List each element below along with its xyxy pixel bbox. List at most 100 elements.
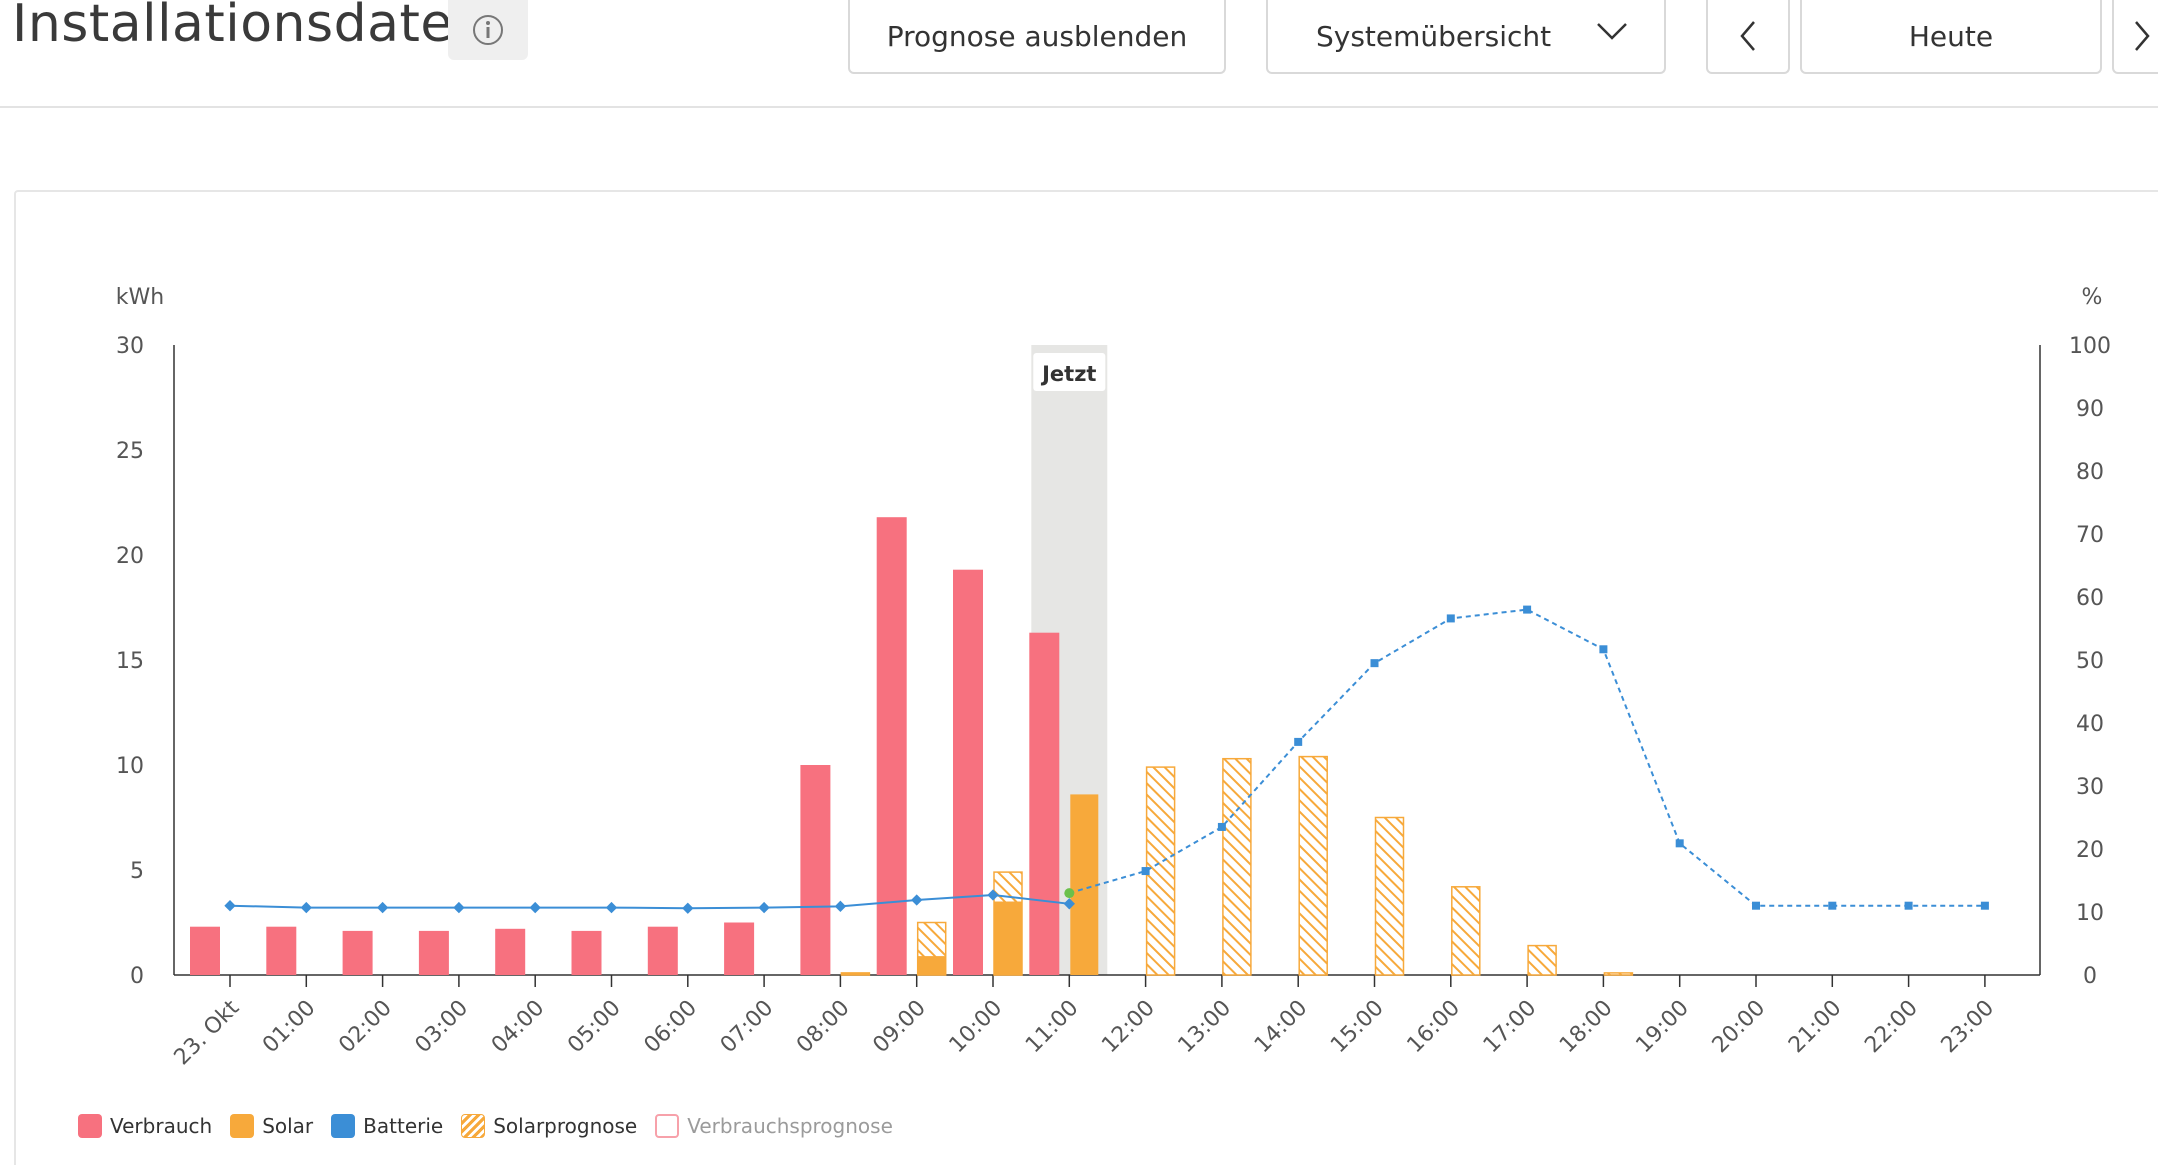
y-left-tick-label: 30 — [116, 334, 144, 359]
x-tick-label: 23. Okt — [170, 995, 245, 1070]
now-label-box — [1033, 353, 1106, 391]
battery-point — [987, 889, 999, 901]
battery-point — [834, 900, 847, 912]
next-day-button[interactable] — [2112, 0, 2158, 74]
y-left-tick-label: 0 — [130, 964, 144, 989]
legend-swatch — [331, 1114, 356, 1138]
battery-forecast-point — [1523, 605, 1532, 614]
x-tick-label: 02:00 — [334, 996, 397, 1059]
battery-forecast-point — [1599, 645, 1608, 654]
battery-point — [376, 901, 389, 914]
x-tick-label: 07:00 — [716, 996, 779, 1059]
view-select[interactable]: Systemübersicht — [1266, 0, 1666, 74]
page-title: Installationsdaten — [12, 0, 487, 54]
info-icon — [473, 15, 503, 45]
battery-point — [529, 901, 541, 914]
battery-point — [300, 901, 312, 914]
previous-day-button[interactable] — [1706, 0, 1790, 74]
info-button[interactable] — [448, 0, 528, 60]
x-tick-label: 14:00 — [1250, 996, 1313, 1059]
legend-item[interactable]: Verbrauchsprognose — [655, 1114, 893, 1138]
y-left-tick-label: 20 — [116, 544, 144, 569]
solar-bar — [841, 972, 870, 975]
battery-forecast-point — [1217, 822, 1226, 831]
y-axis-right-unit: % — [2082, 285, 2103, 310]
consumption-bar — [495, 928, 526, 975]
solar-forecast-bar — [1222, 757, 1252, 976]
chevron-right-icon — [2135, 21, 2150, 51]
solar-forecast-bar — [1527, 944, 1557, 976]
x-tick-label: 08:00 — [792, 996, 855, 1059]
today-label: Heute — [1908, 19, 1994, 53]
hide-forecast-button[interactable]: Prognose ausblenden — [848, 0, 1226, 74]
battery-forecast-point — [1904, 901, 1913, 910]
battery-point — [911, 894, 923, 906]
solar-forecast-bar — [1374, 816, 1405, 976]
legend-label: Verbrauch — [110, 1114, 213, 1138]
x-tick-label: 22:00 — [1860, 996, 1923, 1059]
battery-line — [229, 893, 1070, 910]
battery-forecast-point — [1752, 901, 1760, 910]
y-right-tick-label: 0 — [2083, 964, 2097, 989]
now-label: Jetzt — [1040, 362, 1096, 386]
consumption-bar — [418, 930, 449, 975]
battery-forecast-point — [1294, 737, 1303, 746]
battery-forecast-point — [1675, 839, 1684, 848]
y-right-tick-label: 40 — [2076, 712, 2104, 737]
x-tick-label: 01:00 — [258, 996, 321, 1059]
y-right-tick-label: 70 — [2076, 523, 2104, 548]
x-tick-label: 21:00 — [1784, 996, 1847, 1059]
legend-label: Solar — [262, 1114, 314, 1138]
y-left-tick-label: 5 — [130, 859, 144, 884]
y-left-tick-label: 10 — [116, 754, 144, 779]
y-right-tick-label: 20 — [2076, 838, 2104, 863]
y-left-tick-label: 15 — [116, 649, 144, 674]
y-right-tick-label: 60 — [2076, 586, 2104, 611]
x-tick-label: 06:00 — [640, 996, 703, 1059]
x-tick-label: 03:00 — [411, 996, 474, 1059]
legend-label: Batterie — [363, 1114, 444, 1138]
legend-swatch — [655, 1114, 680, 1138]
solar-bar — [994, 901, 1022, 975]
solar-forecast-bar — [1451, 886, 1481, 976]
legend-item[interactable]: Solar — [230, 1114, 313, 1138]
consumption-bar — [876, 517, 907, 975]
chevron-down-icon — [1597, 23, 1627, 40]
consumption-bar — [342, 930, 373, 975]
x-tick-label: 04:00 — [487, 996, 550, 1059]
x-tick-label: 16:00 — [1403, 996, 1466, 1059]
y-right-tick-label: 30 — [2076, 775, 2104, 800]
y-right-tick-label: 80 — [2076, 460, 2104, 485]
hide-forecast-label: Prognose ausblenden — [886, 19, 1188, 53]
battery-point — [758, 901, 770, 914]
x-tick-label: 05:00 — [563, 996, 626, 1059]
y-right-tick-label: 50 — [2076, 649, 2104, 674]
x-tick-label: 11:00 — [1021, 996, 1084, 1059]
consumption-bar — [266, 926, 297, 975]
legend-item[interactable]: Verbrauch — [78, 1114, 212, 1138]
legend-swatch — [78, 1114, 102, 1138]
x-tick-label: 18:00 — [1555, 996, 1618, 1059]
today-button[interactable]: Heute — [1800, 0, 2102, 74]
legend-item[interactable]: Solarprognose — [461, 1114, 637, 1138]
legend-swatch — [461, 1114, 486, 1138]
battery-point — [682, 902, 694, 914]
consumption-bar — [1029, 632, 1060, 975]
consumption-bar — [800, 765, 831, 975]
consumption-bar — [571, 930, 602, 975]
view-select-value: Systemübersicht — [1316, 19, 1552, 53]
consumption-bar — [647, 926, 678, 975]
x-tick-label: 20:00 — [1708, 996, 1771, 1059]
battery-forecast-line — [1069, 608, 1985, 907]
battery-forecast-point — [1370, 659, 1379, 668]
y-left-tick-label: 25 — [116, 439, 144, 464]
y-right-tick-label: 90 — [2076, 397, 2104, 422]
consumption-bar — [724, 922, 755, 975]
x-tick-label: 15:00 — [1326, 996, 1389, 1059]
solar-forecast-bar — [1298, 755, 1328, 976]
legend-item[interactable]: Batterie — [331, 1114, 443, 1138]
chart-legend: Verbrauch Solar Batterie Solarprognose Verbr… — [78, 1114, 911, 1138]
x-tick-label: 09:00 — [868, 996, 931, 1059]
y-right-tick-label: 100 — [2069, 334, 2111, 359]
battery-forecast-point — [1446, 614, 1455, 623]
